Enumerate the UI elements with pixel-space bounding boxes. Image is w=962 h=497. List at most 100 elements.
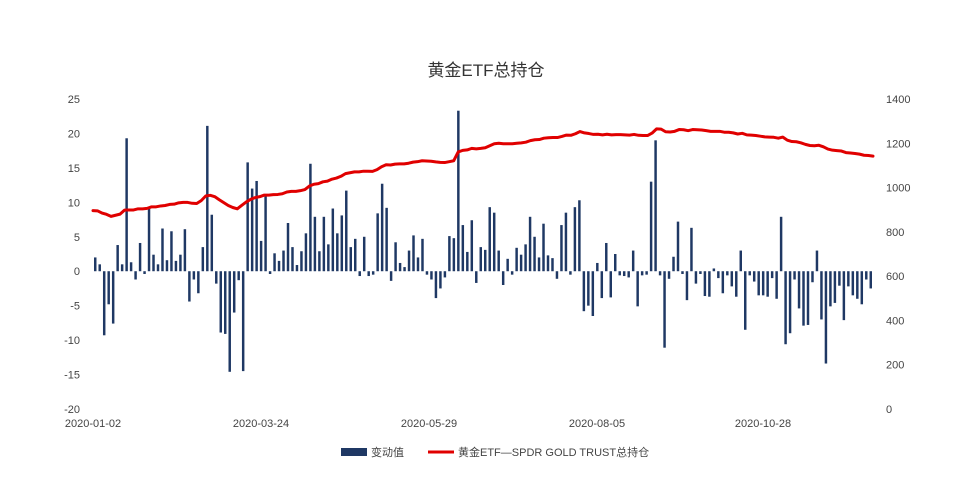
bar <box>842 271 846 321</box>
bar <box>385 207 388 272</box>
bar <box>546 255 550 272</box>
bar <box>605 242 608 272</box>
bar <box>524 244 527 272</box>
bar <box>631 250 635 272</box>
bar <box>358 271 361 277</box>
bar <box>757 271 760 296</box>
chart-title: 黄金ETF总持仓 <box>427 61 544 80</box>
bar <box>515 247 518 272</box>
bar <box>600 271 604 299</box>
bar <box>434 271 438 299</box>
bar <box>587 271 590 306</box>
bar <box>354 238 357 272</box>
bar <box>304 233 308 272</box>
left-axis-tick-label: 25 <box>68 94 80 106</box>
bar <box>376 213 379 272</box>
bar <box>672 256 675 272</box>
bar <box>824 271 828 364</box>
bar <box>362 236 366 272</box>
bar <box>717 271 720 279</box>
bar <box>98 264 101 272</box>
bar <box>488 207 491 272</box>
bar <box>869 271 872 289</box>
x-axis-tick-label: 2020-03-24 <box>233 418 289 430</box>
bar <box>277 260 281 272</box>
bar <box>770 271 774 279</box>
right-axis-ticks: 1400 1200 1000 800 600 400 200 0 <box>886 94 910 416</box>
bar <box>721 271 725 294</box>
bar <box>609 271 612 298</box>
right-axis-tick-label: 1400 <box>886 94 910 106</box>
bar <box>232 271 236 313</box>
bar <box>120 264 124 272</box>
bar <box>766 271 769 297</box>
bar <box>484 249 487 272</box>
bar <box>219 271 222 333</box>
bar <box>506 258 509 272</box>
bar <box>784 271 787 345</box>
bar <box>645 271 648 275</box>
bar <box>681 271 684 274</box>
bar <box>470 220 474 272</box>
bar <box>622 271 626 277</box>
bar <box>340 215 344 272</box>
bar <box>712 268 716 272</box>
right-axis-tick-label: 1000 <box>886 183 910 195</box>
bar <box>443 271 447 278</box>
bar <box>833 271 837 303</box>
right-axis-tick-label: 200 <box>886 360 904 372</box>
bar <box>403 267 406 272</box>
right-axis-tick-label: 400 <box>886 315 904 327</box>
bar <box>398 262 402 272</box>
right-axis-tick-label: 0 <box>886 404 892 416</box>
bar <box>578 200 581 272</box>
bar <box>851 271 855 296</box>
bar <box>246 162 249 272</box>
bar <box>560 225 563 272</box>
bar <box>161 228 164 272</box>
bar <box>197 271 200 294</box>
bar <box>569 271 572 275</box>
left-axis-tick-label: 0 <box>74 266 80 278</box>
bar <box>649 181 653 272</box>
bar <box>806 271 810 325</box>
legend-bar-label: 变动值 <box>371 445 404 459</box>
bar <box>533 236 536 272</box>
x-axis-tick-label: 2020-08-05 <box>569 418 625 430</box>
bar <box>389 271 393 281</box>
bar <box>143 271 146 274</box>
bar <box>134 271 137 280</box>
bar <box>555 271 559 279</box>
bar <box>519 254 523 272</box>
bar <box>129 262 133 272</box>
bar <box>336 233 339 272</box>
bar <box>856 271 859 299</box>
bar <box>259 240 263 272</box>
bar <box>475 271 478 283</box>
bar <box>237 271 240 281</box>
x-axis-tick-label: 2020-01-02 <box>65 418 121 430</box>
bar-series-group <box>94 110 872 372</box>
bar <box>125 138 128 272</box>
bar <box>461 225 465 272</box>
bar <box>380 183 384 272</box>
bar <box>788 271 792 334</box>
bar <box>860 271 864 305</box>
x-axis-tick-label: 2020-10-28 <box>735 418 791 430</box>
bar <box>407 250 411 272</box>
x-axis-ticks: 2020-01-02 2020-03-24 2020-05-29 2020-08-05… <box>65 418 791 430</box>
bar <box>291 247 294 272</box>
bar <box>537 257 541 272</box>
bar <box>636 271 639 307</box>
bar <box>179 254 182 272</box>
bar <box>367 271 370 277</box>
bar <box>300 251 303 272</box>
bar <box>694 271 698 284</box>
bar <box>286 223 290 272</box>
bar <box>425 271 429 275</box>
bar <box>322 216 326 272</box>
right-axis-tick-label: 600 <box>886 271 904 283</box>
bar <box>183 229 187 272</box>
left-axis-tick-label: -5 <box>70 301 80 313</box>
bar <box>206 125 209 272</box>
